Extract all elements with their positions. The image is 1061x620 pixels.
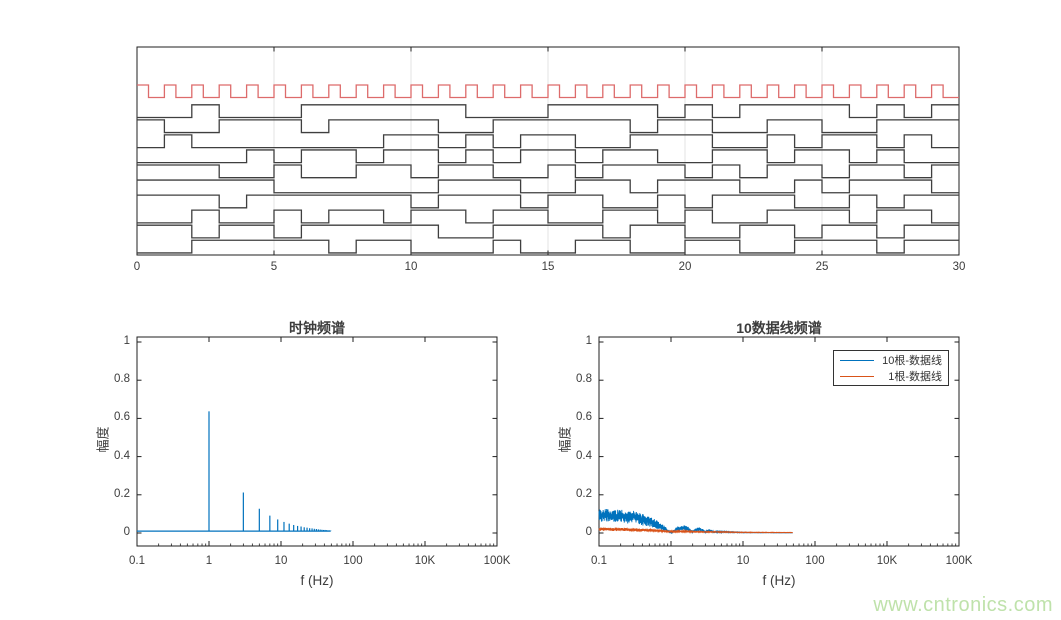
legend-line-sample-blue xyxy=(840,359,874,361)
x-tick-label: 100 xyxy=(805,555,825,567)
x-tick-label: 15 xyxy=(541,261,555,273)
data-spectrum-ylabel: 幅度 xyxy=(557,426,573,453)
x-tick-label: 10 xyxy=(736,555,750,567)
clock-spectrum-xlabel: f (Hz) xyxy=(300,573,334,588)
y-tick-label: 0 xyxy=(123,526,130,538)
x-tick-label: 0 xyxy=(133,261,141,273)
y-tick-label: 0.8 xyxy=(576,373,592,386)
x-tick-label: 0.1 xyxy=(129,555,145,567)
x-tick-label: 100K xyxy=(945,555,973,567)
x-tick-label: 1 xyxy=(667,555,675,567)
x-tick-label: 100K xyxy=(483,555,511,567)
x-tick-label: 10 xyxy=(404,261,418,273)
x-tick-label: 10 xyxy=(274,555,288,567)
x-tick-label: 1 xyxy=(205,555,213,567)
y-tick-label: 0 xyxy=(585,526,592,538)
y-tick-label: 0.8 xyxy=(114,373,130,386)
x-tick-label: 100 xyxy=(343,555,363,567)
clock-spectrum-ylabel: 幅度 xyxy=(95,426,111,453)
x-tick-label: 0.1 xyxy=(591,555,607,567)
legend-label: 10根-数据线 xyxy=(882,355,942,367)
y-tick-label: 0.6 xyxy=(576,411,592,424)
y-tick-label: 1 xyxy=(585,335,592,347)
y-tick-label: 1 xyxy=(123,335,130,347)
legend-line-sample-orange xyxy=(840,375,874,377)
data-spectrum-xlabel: f (Hz) xyxy=(762,573,796,588)
x-tick-label: 5 xyxy=(270,261,278,273)
watermark-text: www.cntronics.com xyxy=(873,594,1053,616)
y-tick-label: 0.6 xyxy=(114,411,130,424)
legend-label: 1根-数据线 xyxy=(888,371,942,383)
y-tick-label: 0.4 xyxy=(576,449,592,462)
legend-box[interactable]: 10根-数据线 1根-数据线 xyxy=(833,350,949,386)
legend-item-1-line: 1根-数据线 xyxy=(840,368,942,384)
legend-item-10-lines: 10根-数据线 xyxy=(840,352,942,368)
x-tick-label: 20 xyxy=(678,261,692,273)
x-tick-label: 10K xyxy=(876,555,898,567)
data-spectrum-title: 10数据线频谱 xyxy=(736,320,822,336)
y-tick-label: 0.4 xyxy=(114,449,130,462)
y-tick-label: 0.2 xyxy=(114,487,130,500)
x-tick-label: 10K xyxy=(414,555,436,567)
x-tick-label: 30 xyxy=(952,261,966,273)
clock-spectrum-title: 时钟频谱 xyxy=(289,320,345,336)
x-tick-label: 25 xyxy=(815,261,829,273)
y-tick-label: 0.2 xyxy=(576,487,592,500)
